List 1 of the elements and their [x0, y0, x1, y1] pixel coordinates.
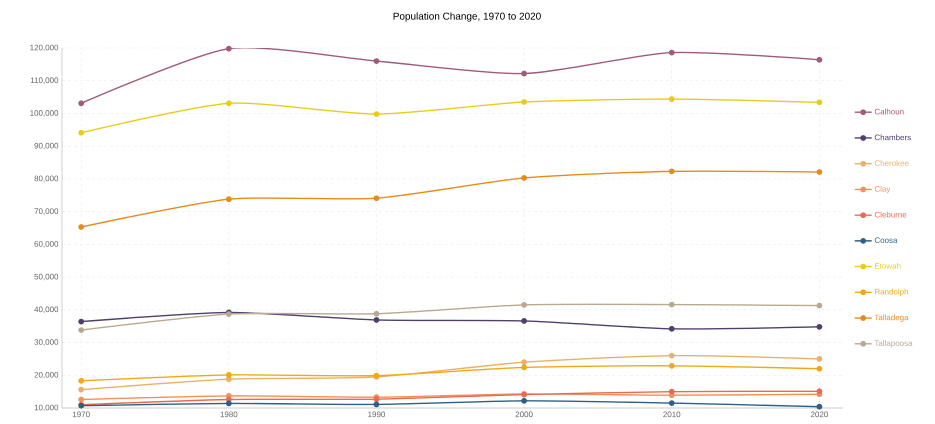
chart-title: Population Change, 1970 to 2020: [394, 12, 541, 22]
